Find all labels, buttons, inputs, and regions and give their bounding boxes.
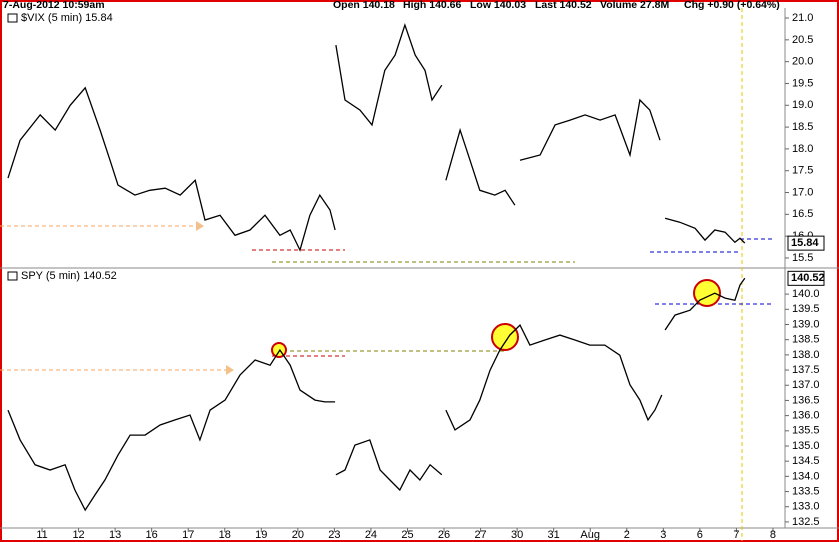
x-tick-label: 23 — [328, 529, 340, 541]
header-field: Last 140.52 — [535, 0, 592, 11]
x-tick-label: 27 — [474, 529, 486, 541]
header-field: Chg +0.90 (+0.64%) — [684, 0, 780, 11]
header-field: High 140.66 — [403, 0, 462, 11]
y-tick-label: 20.5 — [792, 34, 813, 46]
annotations — [0, 225, 773, 371]
y-tick-label: 17.5 — [792, 165, 813, 177]
y-tick-label: 140.0 — [792, 288, 820, 300]
annotation-circle — [491, 323, 519, 351]
header-field: Low 140.03 — [470, 0, 526, 11]
x-tick-label: 26 — [438, 529, 450, 541]
x-tick-label: Aug — [580, 529, 600, 541]
header-field: Open 140.18 — [333, 0, 395, 11]
price-line — [7, 22, 746, 252]
x-tick-label: 8 — [770, 529, 776, 541]
y-tick-label: 135.0 — [792, 440, 820, 452]
y-tick-label: 18.5 — [792, 121, 813, 133]
x-tick-label: 12 — [72, 529, 84, 541]
annotation-arrow — [196, 221, 204, 231]
y-tick-label: 134.5 — [792, 455, 820, 467]
x-tick-label: 24 — [365, 529, 377, 541]
x-tick-label: 3 — [660, 529, 666, 541]
x-tick-label: 2 — [624, 529, 630, 541]
last-price-label: 140.52 — [791, 272, 825, 284]
last-price-box — [787, 235, 825, 251]
y-tick-label: 133.0 — [792, 501, 820, 513]
x-tick-label: 20 — [292, 529, 304, 541]
panel-title: $VIX (5 min) 15.84 — [21, 12, 113, 24]
x-tick-label: 18 — [219, 529, 231, 541]
last-price-label: 15.84 — [791, 237, 819, 249]
y-tick-label: 19.0 — [792, 99, 813, 111]
y-tick-label: 137.0 — [792, 379, 820, 391]
x-tick-label: 16 — [146, 529, 158, 541]
x-tick-label: 19 — [255, 529, 267, 541]
y-tick-label: 21.0 — [792, 12, 813, 24]
y-tick-label: 17.0 — [792, 186, 813, 198]
y-tick-label: 134.0 — [792, 470, 820, 482]
y-tick-label: 19.5 — [792, 77, 813, 89]
panel-icon — [7, 13, 18, 23]
y-tick-label: 139.5 — [792, 303, 820, 315]
y-tick-label: 15.5 — [792, 252, 813, 264]
x-tick-label: 30 — [511, 529, 523, 541]
y-tick-label: 132.5 — [792, 516, 820, 528]
header-field: Volume 27.8M — [600, 0, 669, 11]
y-tick-label: 139.0 — [792, 318, 820, 330]
y-tick-label: 135.5 — [792, 425, 820, 437]
x-tick-label: 11 — [36, 529, 47, 541]
y-tick-label: 137.5 — [792, 364, 820, 376]
panel-icon — [7, 271, 18, 281]
x-tick-label: 25 — [401, 529, 413, 541]
annotation-arrow — [226, 365, 234, 375]
y-tick-label: 136.5 — [792, 394, 820, 406]
price-line — [7, 277, 746, 512]
y-tick-label: 16.5 — [792, 208, 813, 220]
header-date: 7-Aug-2012 10:59am — [3, 0, 105, 11]
y-tick-label: 133.5 — [792, 485, 820, 497]
x-tick-label: 6 — [697, 529, 703, 541]
panel-title: SPY (5 min) 140.52 — [21, 270, 117, 282]
y-tick-label: 138.0 — [792, 349, 820, 361]
y-tick-label: 136.0 — [792, 410, 820, 422]
x-tick-label: 13 — [109, 529, 121, 541]
x-tick-label: 17 — [182, 529, 194, 541]
y-tick-label: 138.5 — [792, 334, 820, 346]
last-price-box — [787, 270, 825, 286]
x-tick-label: 7 — [733, 529, 739, 541]
x-tick-label: 31 — [548, 529, 560, 541]
y-tick-label: 20.0 — [792, 56, 813, 68]
y-tick-label: 18.0 — [792, 143, 813, 155]
